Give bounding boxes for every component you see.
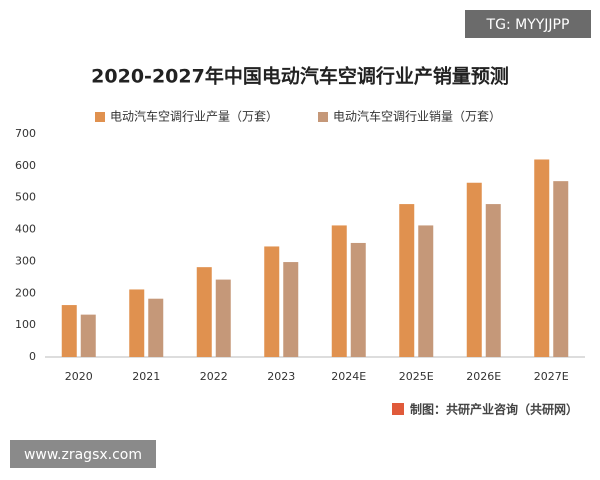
y-tick-label: 400 <box>15 223 36 236</box>
bar <box>215 279 231 357</box>
bar <box>80 314 96 357</box>
watermark-box <box>465 10 591 38</box>
bar <box>418 225 434 357</box>
bar <box>196 267 212 357</box>
x-tick-label: 2024E <box>331 370 366 383</box>
source-logo <box>392 403 404 415</box>
bar <box>264 246 280 357</box>
bar <box>283 262 299 357</box>
bar <box>485 204 501 357</box>
bar <box>331 225 347 357</box>
legend-label: 电动汽车空调行业销量（万套） <box>333 109 501 124</box>
legend-label: 电动汽车空调行业产量（万套） <box>110 109 278 124</box>
x-tick-label: 2025E <box>399 370 434 383</box>
watermark: www.zragsx.com <box>24 447 142 463</box>
y-tick-label: 300 <box>15 254 36 267</box>
chart-title: 2020-2027年中国电动汽车空调行业产销量预测 <box>91 65 509 88</box>
x-tick-label: 2020 <box>65 370 93 383</box>
x-tick-label: 2023 <box>267 370 295 383</box>
y-tick-label: 600 <box>15 159 36 172</box>
watermark-box <box>10 440 156 468</box>
x-tick-label: 2027E <box>534 370 569 383</box>
bar <box>399 204 415 357</box>
y-tick-label: 700 <box>15 127 36 140</box>
watermark: TG: MYYJJPP <box>486 17 570 33</box>
y-tick-label: 100 <box>15 318 36 331</box>
y-tick-label: 0 <box>29 350 36 363</box>
bar <box>350 242 366 357</box>
bar <box>553 181 569 357</box>
bar <box>466 182 482 357</box>
x-tick-label: 2022 <box>200 370 228 383</box>
x-tick-label: 2026E <box>466 370 501 383</box>
legend-swatch <box>318 112 328 122</box>
bar <box>148 298 164 357</box>
legend-swatch <box>95 112 105 122</box>
y-tick-label: 200 <box>15 286 36 299</box>
source: 制图：共研产业咨询（共研网） <box>410 402 578 417</box>
bar <box>61 305 77 357</box>
bar <box>534 159 550 357</box>
bar <box>129 289 145 357</box>
x-tick-label: 2021 <box>132 370 160 383</box>
y-tick-label: 500 <box>15 191 36 204</box>
